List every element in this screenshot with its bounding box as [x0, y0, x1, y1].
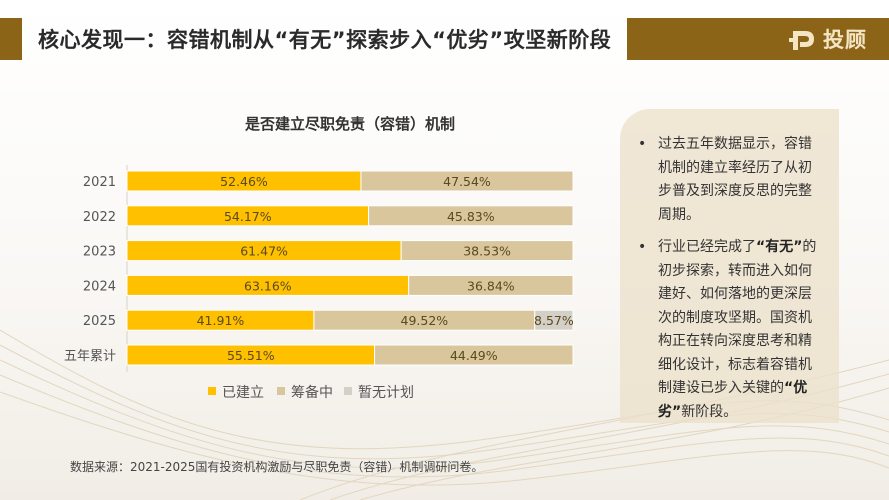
- insight-emphasis: “有无”: [756, 239, 803, 255]
- legend-label: 已建立: [222, 385, 264, 401]
- bar-segment: [408, 274, 574, 296]
- chart-title: 是否建立尽职免责（容错）机制: [244, 115, 455, 133]
- data-label: 52.46%: [220, 174, 268, 189]
- insight-fragment: 新阶段。: [681, 403, 738, 420]
- data-label: 38.53%: [463, 244, 511, 259]
- insight-list: • 过去五年数据显示，容错机制的建立率经历了从初步普及到深度反思的完整周期。 • 行业…: [638, 133, 823, 424]
- insight-text: 行业已经完成了“有无”的初步探索，转而进入如何建好、如何落地的更深层次的制度攻坚…: [658, 236, 823, 424]
- legend-swatch: [277, 387, 285, 395]
- category-label: 2025: [83, 314, 116, 329]
- data-label: 36.84%: [467, 278, 515, 293]
- insight-fragment: 行业已经完成了: [658, 239, 756, 255]
- header-bar: 核心发现一：容错机制从“有无”探索步入“优劣”攻坚新阶段: [0, 18, 611, 60]
- insight-card: • 过去五年数据显示，容错机制的建立率经历了从初步普及到深度反思的完整周期。 • 行业…: [620, 109, 839, 423]
- bar-segment: [360, 170, 574, 192]
- legend-label: 暂无计划: [358, 385, 414, 401]
- data-label: 45.83%: [447, 209, 495, 224]
- insight-fragment: 过去五年数据显示，容错机制的建立率经历了从初步普及到深度反思的完整周期。: [658, 136, 812, 223]
- insight-fragment: 的初步探索，转而进入如何建好、如何落地的更深层次的制度攻坚期。国资机构正在转向深…: [658, 239, 817, 396]
- bar-segment: [534, 309, 574, 331]
- bar-segment: [368, 205, 574, 227]
- insight-item: • 过去五年数据显示，容错机制的建立率经历了从初步普及到深度反思的完整周期。: [638, 133, 823, 227]
- stacked-bar-chart: 2021 52.46% 47.54% 2022 54.17% 45.83% 2023 61.4…: [64, 165, 574, 401]
- data-label: 55.51%: [227, 348, 275, 363]
- legend-swatch: [208, 387, 216, 395]
- insight-emphasis: “优劣”: [658, 380, 808, 420]
- data-label: 8.57%: [534, 313, 574, 328]
- legend-swatch: [344, 387, 352, 395]
- brand-box: 投顾: [627, 18, 889, 60]
- brand-name: 投顾: [823, 28, 867, 52]
- page-title: 核心发现一：容错机制从“有无”探索步入“优劣”攻坚新阶段: [38, 28, 612, 52]
- legend-label: 筹备中: [291, 384, 333, 401]
- bullet-icon: •: [638, 239, 647, 255]
- data-label: 47.54%: [443, 174, 491, 189]
- category-label: 2024: [83, 279, 116, 294]
- data-label: 63.16%: [244, 278, 292, 293]
- insight-text: 过去五年数据显示，容错机制的建立率经历了从初步普及到深度反思的完整周期。: [658, 133, 823, 227]
- bar-segment: [374, 344, 574, 366]
- category-label: 2021: [83, 175, 116, 190]
- insight-item: • 行业已经完成了“有无”的初步探索，转而进入如何建好、如何落地的更深层次的制度攻…: [638, 236, 823, 424]
- bullet-icon: •: [638, 136, 647, 152]
- header-accent: [0, 18, 22, 60]
- data-label: 44.49%: [450, 348, 498, 363]
- category-label: 五年累计: [64, 349, 116, 364]
- category-label: 2023: [83, 245, 116, 260]
- category-label: 2022: [83, 210, 116, 225]
- source-note: 数据来源：2021-2025国有投资机构激励与尽职免责（容错）机制调研问卷。: [70, 460, 484, 474]
- brand-mark-icon: [789, 31, 814, 50]
- bar-segment: [400, 240, 574, 262]
- brand-logo: 投顾: [789, 24, 867, 54]
- data-label: 61.47%: [240, 244, 288, 259]
- data-label: 49.52%: [401, 313, 449, 328]
- data-label: 54.17%: [224, 209, 272, 224]
- data-label: 41.91%: [197, 313, 245, 328]
